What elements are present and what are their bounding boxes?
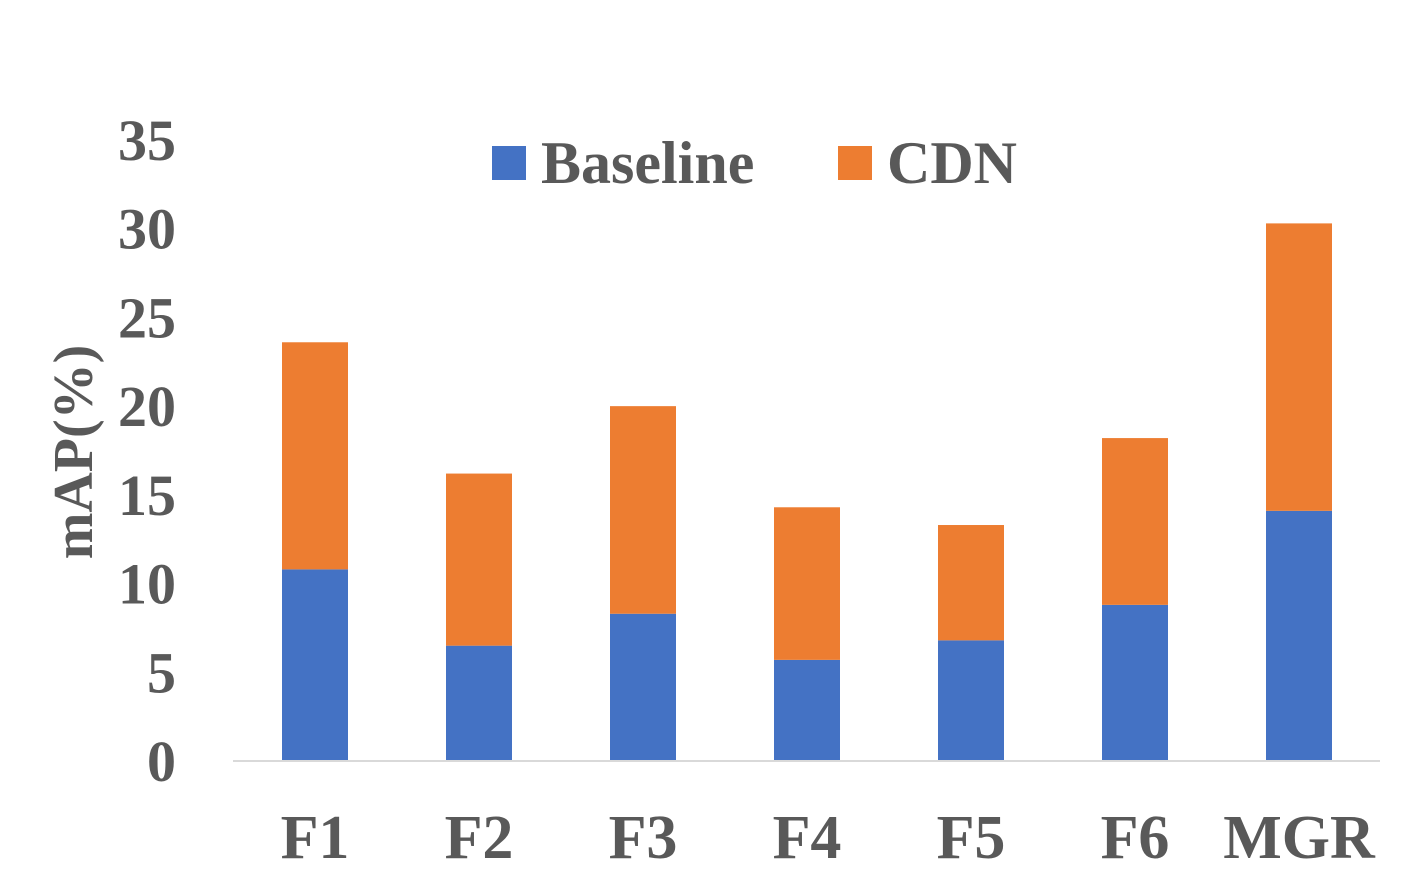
y-tick-labels: 0 5 10 15 20 25 30 35: [118, 108, 176, 794]
legend: Baseline CDN: [492, 130, 1017, 196]
x-tick-label: F3: [609, 804, 678, 872]
bar-cdn-f1: [282, 342, 348, 570]
bar-cdn-f2: [446, 473, 512, 646]
bar-baseline-mgr: [1266, 510, 1332, 761]
bar-baseline-f1: [282, 569, 348, 761]
y-tick-label: 0: [147, 729, 176, 794]
y-tick-label: 30: [118, 197, 176, 262]
y-tick-label: 10: [118, 552, 176, 617]
legend-swatch-baseline: [492, 146, 526, 180]
bar-cdn-f4: [774, 507, 840, 660]
y-tick-label: 25: [118, 285, 176, 350]
y-axis-title-group: mAP(%): [43, 345, 105, 560]
bar-cdn-f6: [1102, 438, 1168, 605]
x-tick-label: F1: [281, 804, 350, 872]
bar-baseline-f5: [938, 640, 1004, 761]
legend-label-baseline: Baseline: [541, 130, 754, 196]
x-tick-label: F4: [773, 804, 842, 872]
x-tick-label: MGR: [1223, 804, 1376, 872]
x-tick-label: F2: [445, 804, 514, 872]
x-tick-labels: F1 F2 F3 F4 F5 F6 MGR: [281, 804, 1376, 872]
legend-swatch-cdn: [838, 146, 872, 180]
legend-label-cdn: CDN: [887, 130, 1017, 196]
y-tick-label: 35: [118, 108, 176, 173]
bar-cdn-f3: [610, 406, 676, 614]
bar-baseline-f3: [610, 613, 676, 761]
bar-cdn-f5: [938, 525, 1004, 641]
bars: [282, 223, 1332, 761]
y-tick-label: 5: [147, 640, 176, 705]
y-axis-title: mAP(%): [43, 345, 105, 560]
bar-baseline-f2: [446, 645, 512, 761]
x-tick-label: F6: [1101, 804, 1170, 872]
y-tick-label: 20: [118, 374, 176, 439]
bar-cdn-mgr: [1266, 223, 1332, 511]
bar-baseline-f4: [774, 659, 840, 761]
x-tick-label: F5: [937, 804, 1006, 872]
y-tick-label: 15: [118, 463, 176, 528]
bar-baseline-f6: [1102, 604, 1168, 761]
